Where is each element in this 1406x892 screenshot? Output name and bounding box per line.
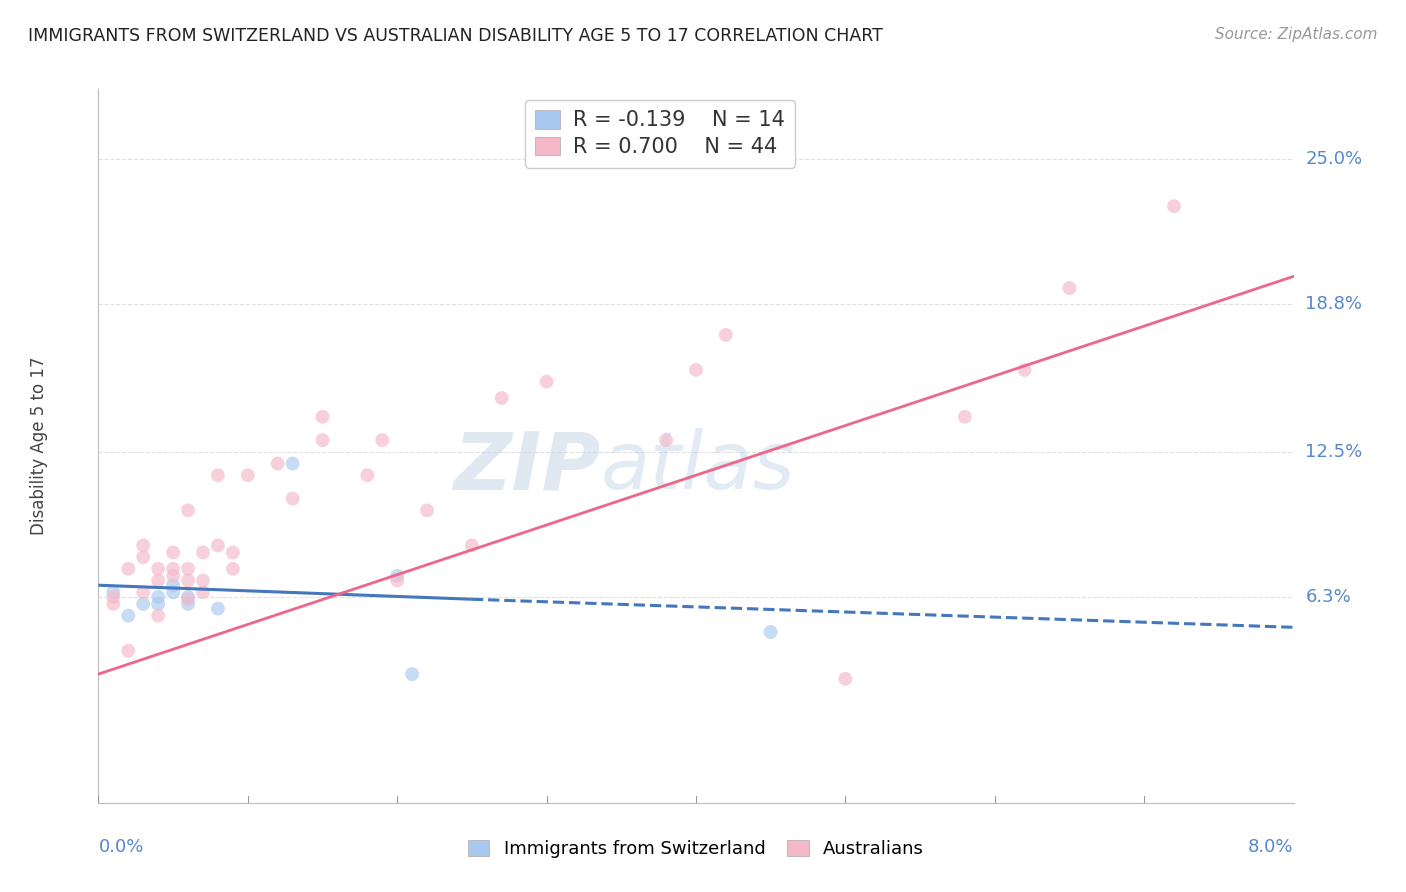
Point [236,468,259,483]
Legend: Immigrants from Switzerland, Australians: Immigrants from Switzerland, Australians [461,832,931,865]
Point [177,562,200,576]
Point [536,375,558,389]
Point [162,578,184,592]
Point [311,409,333,424]
Point [714,327,737,342]
Point [117,562,139,576]
Point [461,538,484,552]
Point [177,590,200,604]
Point [191,545,214,559]
Text: atlas: atlas [600,428,796,507]
Point [207,538,229,552]
Text: 8.0%: 8.0% [1249,838,1294,856]
Point [148,574,170,588]
Point [117,644,139,658]
Point [162,562,184,576]
Point [1014,363,1036,377]
Point [103,585,125,599]
Point [162,545,184,559]
Point [222,562,245,576]
Text: 18.8%: 18.8% [1305,295,1362,313]
Point [759,625,782,640]
Text: 12.5%: 12.5% [1305,442,1362,461]
Point [162,585,184,599]
Point [385,569,409,583]
Text: Source: ZipAtlas.com: Source: ZipAtlas.com [1215,27,1378,42]
Point [371,433,394,447]
Point [222,545,245,559]
Point [207,601,229,615]
Point [401,667,423,681]
Text: ZIP: ZIP [453,428,600,507]
Point [267,457,290,471]
Point [177,503,200,517]
Point [191,574,214,588]
Point [117,608,139,623]
Point [162,569,184,583]
Point [416,503,439,517]
Point [177,597,200,611]
Point [311,433,333,447]
Point [132,538,155,552]
Point [148,597,170,611]
Text: 6.3%: 6.3% [1305,588,1351,606]
Point [207,468,229,483]
Text: 25.0%: 25.0% [1305,151,1362,169]
Point [385,574,409,588]
Point [1163,199,1185,213]
Point [132,585,155,599]
Point [1059,281,1081,295]
Point [356,468,378,483]
Point [191,585,214,599]
Point [132,597,155,611]
Point [177,592,200,607]
Point [177,574,200,588]
Point [103,590,125,604]
Point [148,590,170,604]
Point [281,457,304,471]
Point [655,433,678,447]
Point [685,363,707,377]
Point [148,608,170,623]
Point [281,491,304,506]
Point [103,597,125,611]
Point [491,391,513,405]
Point [953,409,976,424]
Point [834,672,856,686]
Text: IMMIGRANTS FROM SWITZERLAND VS AUSTRALIAN DISABILITY AGE 5 TO 17 CORRELATION CHA: IMMIGRANTS FROM SWITZERLAND VS AUSTRALIA… [28,27,883,45]
Text: Disability Age 5 to 17: Disability Age 5 to 17 [30,357,48,535]
Text: 0.0%: 0.0% [98,838,143,856]
Point [132,550,155,565]
Point [148,562,170,576]
